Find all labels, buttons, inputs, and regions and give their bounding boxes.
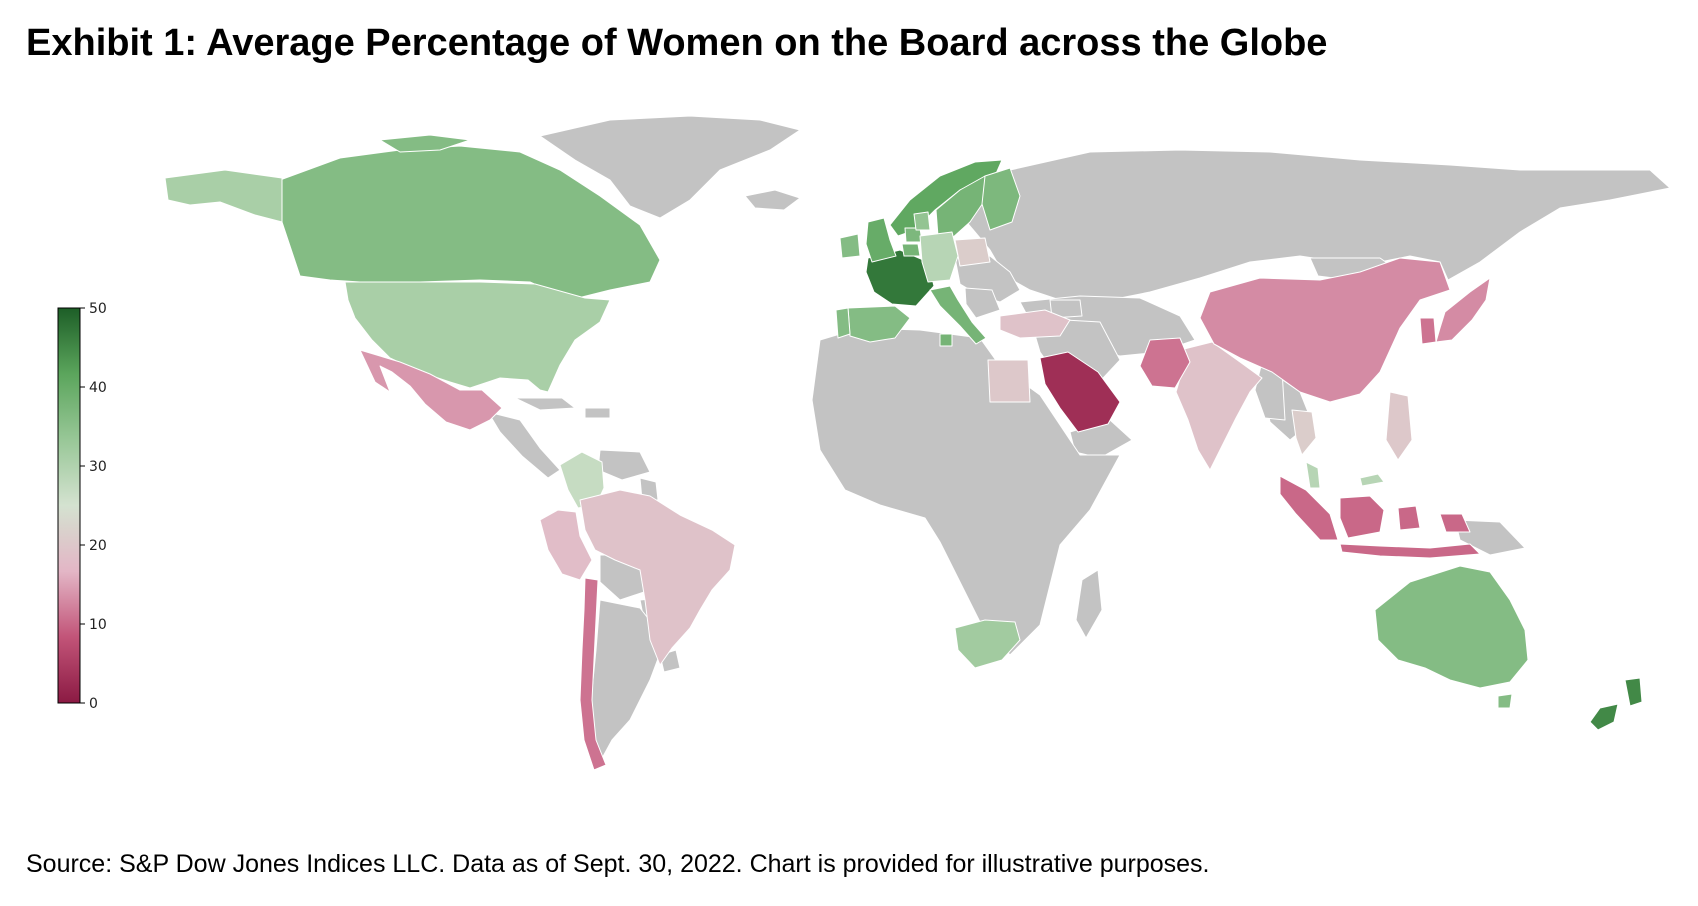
exhibit-title: Exhibit 1: Average Percentage of Women o… — [26, 22, 1328, 64]
country-italy-part-2 — [939, 333, 953, 347]
country-indonesia-part-4 — [1397, 505, 1421, 531]
land-iceland — [744, 189, 801, 211]
country-australia-part-2 — [1497, 693, 1513, 709]
country-denmark — [913, 211, 931, 231]
country-spain — [847, 305, 911, 343]
country-australia-part-1 — [1374, 565, 1529, 689]
land-madagascar — [1075, 569, 1103, 639]
colorbar-tick-label: 10 — [89, 617, 107, 633]
country-new-zealand-part-1 — [1624, 677, 1643, 707]
country-italy-part-1 — [929, 285, 987, 345]
country-ireland — [839, 233, 861, 259]
country-india — [1175, 341, 1263, 471]
country-brazil — [579, 489, 736, 666]
colorbar-tick-label: 20 — [89, 538, 107, 554]
country-saudi-arabia — [1039, 351, 1121, 433]
country-finland — [981, 167, 1021, 231]
land-africa — [811, 327, 1121, 656]
country-indonesia-part-2 — [1339, 495, 1385, 539]
colorbar-tick-label: 50 — [89, 301, 107, 317]
country-malaysia-part-1 — [1305, 461, 1321, 489]
country-china — [1199, 257, 1451, 403]
country-mexico — [359, 349, 503, 431]
country-germany — [919, 231, 959, 283]
country-malaysia-part-2 — [1359, 473, 1385, 487]
colorbar-tick-label: 0 — [89, 696, 98, 712]
country-south-africa — [954, 619, 1021, 669]
country-japan — [1435, 277, 1491, 343]
colorbar-tick-label: 40 — [89, 380, 107, 396]
country-korea — [1419, 317, 1437, 345]
country-turkey — [999, 309, 1071, 339]
colorbar-tick-label: 30 — [89, 459, 107, 475]
country-portugal — [835, 307, 851, 339]
land-central-america — [487, 411, 561, 479]
country-poland — [954, 237, 991, 267]
country-regions — [164, 134, 1643, 771]
colorbar-gradient — [57, 307, 81, 704]
country-chile — [579, 577, 607, 771]
country-canada-part-2 — [379, 134, 471, 153]
land-cuba — [514, 397, 576, 411]
country-philippines — [1385, 391, 1413, 461]
country-united-states-part-1 — [344, 281, 611, 393]
country-thailand — [1291, 409, 1317, 456]
land-balkans — [964, 287, 1001, 319]
colorbar: 0 10 20 30 40 50 — [57, 301, 107, 712]
country-pakistan — [1139, 337, 1191, 389]
land-venezuela — [597, 449, 651, 481]
no-data-land — [487, 115, 1671, 763]
country-peru — [539, 509, 593, 581]
country-egypt — [987, 359, 1031, 403]
country-indonesia-part-5 — [1439, 513, 1471, 533]
source-note: Source: S&P Dow Jones Indices LLC. Data … — [26, 850, 1210, 878]
country-belgium — [901, 243, 921, 257]
land-greenland — [539, 115, 801, 219]
country-indonesia-part-1 — [1279, 475, 1339, 541]
country-new-zealand-part-2 — [1589, 703, 1619, 731]
colorbar-ticks: 0 10 20 30 40 50 — [80, 301, 107, 712]
country-indonesia-part-3 — [1339, 543, 1481, 559]
country-united-kingdom — [865, 217, 897, 263]
country-united-states-part-2 — [164, 169, 283, 223]
land-hispaniola — [584, 407, 611, 419]
country-canada-part-1 — [279, 145, 661, 301]
